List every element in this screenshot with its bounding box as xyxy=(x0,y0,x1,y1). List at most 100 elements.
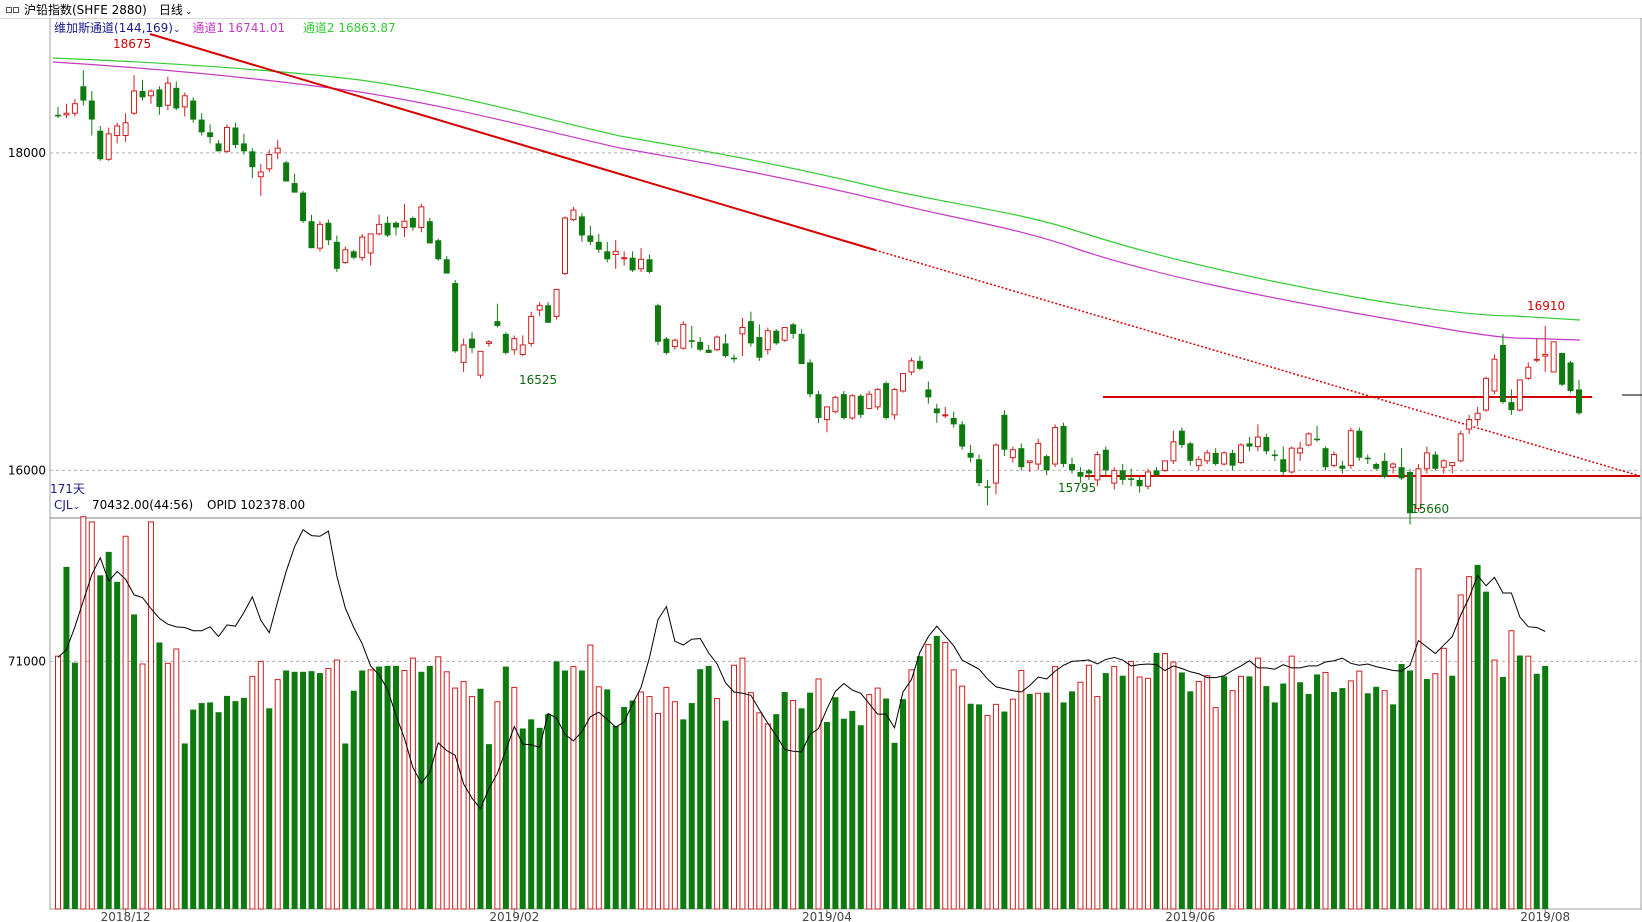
candle-body xyxy=(1052,427,1059,465)
candle-body xyxy=(418,206,425,229)
volume-bar xyxy=(452,687,459,910)
volume-ma-line xyxy=(57,528,1546,810)
candle-body xyxy=(207,132,214,138)
volume-bar xyxy=(1390,704,1397,909)
candle xyxy=(612,240,619,269)
candle-body xyxy=(1440,460,1447,468)
candle-body xyxy=(1288,447,1295,473)
period-dropdown[interactable]: 日线 ⌄ xyxy=(159,1,193,18)
candle xyxy=(646,254,653,274)
volume-bar xyxy=(215,712,222,909)
volume-bar xyxy=(232,701,239,909)
candle-body xyxy=(1364,457,1371,460)
candle-body xyxy=(1153,470,1160,476)
volume-bar xyxy=(722,720,729,909)
x-tick-label: 2019/02 xyxy=(489,910,539,922)
candle-body xyxy=(1018,448,1025,468)
candle-body xyxy=(967,452,974,458)
candle xyxy=(1356,427,1363,461)
candle xyxy=(1153,467,1160,477)
volume-bar xyxy=(790,699,797,910)
volume-bar xyxy=(545,714,552,909)
candle-body xyxy=(164,82,171,106)
candle xyxy=(654,303,661,345)
candle xyxy=(257,164,264,196)
volume-bar xyxy=(367,669,374,910)
volume-bar xyxy=(1525,655,1532,910)
candle xyxy=(1474,406,1481,426)
candle xyxy=(122,113,129,142)
volume-bar xyxy=(333,659,340,910)
candle xyxy=(215,140,222,152)
candle-body xyxy=(131,90,138,114)
volume-bar xyxy=(654,713,661,910)
candle-body xyxy=(553,288,560,317)
grid-lines xyxy=(50,152,1641,662)
volume-bar xyxy=(131,614,138,909)
volume-bar xyxy=(1077,681,1084,910)
candle xyxy=(1525,362,1532,380)
candle-body xyxy=(232,127,239,145)
candle-body xyxy=(257,171,264,178)
candle-body xyxy=(502,333,509,353)
volume-bar xyxy=(638,691,645,910)
candle-body xyxy=(1263,437,1270,452)
candle xyxy=(1280,446,1287,476)
candle xyxy=(747,311,754,347)
candle xyxy=(190,97,197,123)
candle-body xyxy=(900,373,906,392)
candle-body xyxy=(1314,438,1321,441)
volume-bar xyxy=(1254,657,1261,910)
candle-body xyxy=(1195,458,1202,467)
volume-bar xyxy=(291,671,298,909)
candle xyxy=(680,321,687,350)
candle xyxy=(570,206,577,222)
candle xyxy=(55,106,61,118)
volume-indicator-name[interactable]: CJL xyxy=(54,498,73,512)
candle-body xyxy=(173,87,180,109)
volume-bar xyxy=(1026,693,1033,909)
candle xyxy=(1550,341,1557,373)
volume-bar xyxy=(587,644,594,910)
volume-bar xyxy=(916,656,923,909)
volume-bar xyxy=(942,641,949,910)
volume-bar xyxy=(705,665,712,909)
candle-body xyxy=(883,383,890,418)
candle-body xyxy=(1330,454,1337,467)
volume-bar xyxy=(1516,655,1523,909)
candle-body xyxy=(1161,460,1168,471)
candle-body xyxy=(1398,467,1405,479)
volume-bar xyxy=(739,657,746,910)
candle xyxy=(1035,438,1042,471)
volume-bar xyxy=(156,642,163,909)
volume-bar xyxy=(1271,702,1278,909)
x-tick-label: 2019/04 xyxy=(802,910,852,922)
candle-body xyxy=(933,408,940,414)
candle-body xyxy=(1043,456,1050,471)
candle-body xyxy=(916,360,923,369)
indicator-name[interactable]: 维加斯通道(144,169) xyxy=(54,21,173,35)
candle xyxy=(469,332,476,353)
candle xyxy=(63,103,70,118)
candle-body xyxy=(536,304,543,311)
candle-body xyxy=(1373,464,1380,469)
volume-bar xyxy=(1499,677,1506,909)
candle-body xyxy=(798,333,805,365)
candle xyxy=(426,218,433,244)
volume-bar xyxy=(849,710,856,909)
candle-body xyxy=(240,143,247,152)
candle-body xyxy=(942,414,949,417)
volume-bar xyxy=(857,725,864,909)
candle xyxy=(1111,467,1118,490)
candle-body xyxy=(1094,454,1101,481)
candle-body xyxy=(114,125,121,136)
candle-body xyxy=(570,209,577,221)
candle-body xyxy=(595,241,602,250)
candle-body xyxy=(477,350,484,376)
volume-bar xyxy=(1483,591,1490,909)
candle xyxy=(1001,410,1008,457)
candle xyxy=(891,387,898,420)
candle-body xyxy=(266,154,273,170)
candle xyxy=(1559,352,1566,387)
candle-body xyxy=(224,127,230,152)
